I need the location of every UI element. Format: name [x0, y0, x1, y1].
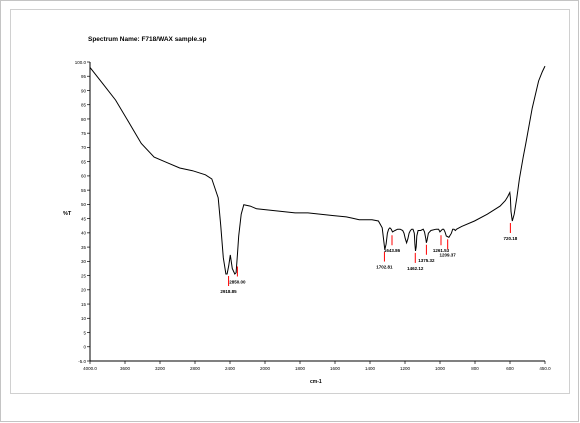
- y-tick-label: 90: [81, 88, 87, 93]
- axes: [89, 62, 545, 362]
- y-tick-label: 45: [81, 216, 87, 221]
- y-tick-label: 30: [81, 259, 87, 264]
- chart-title: Spectrum Name: F718/WAX sample.sp: [88, 36, 207, 43]
- peak-marker: 1209.37: [440, 239, 457, 257]
- x-tick-label: 1000: [435, 366, 446, 371]
- y-tick-label: 5: [83, 330, 86, 335]
- x-tick-label: 1400: [365, 366, 376, 371]
- x-tick-label: 600: [506, 366, 514, 371]
- peak-marker: 1462.12: [407, 252, 424, 271]
- peak-label: 1462.12: [407, 266, 424, 271]
- peak-label: 1643.86: [384, 248, 401, 253]
- x-tick-label: 3600: [120, 366, 131, 371]
- x-tick-label: 800: [471, 366, 479, 371]
- peak-label: 1375.32: [418, 258, 435, 263]
- y-tick-label: 35: [81, 245, 87, 250]
- y-tick-label: 20: [81, 288, 87, 293]
- x-tick-label: 450.0: [539, 366, 551, 371]
- y-axis-label: %T: [63, 211, 72, 217]
- y-tick-label: 10: [81, 316, 87, 321]
- chart-panel: [10, 9, 570, 394]
- y-tick-label: 25: [81, 273, 87, 278]
- y-tick-label: 0: [83, 345, 86, 350]
- x-tick-label: 1800: [295, 366, 306, 371]
- y-tick-label: 70: [81, 145, 87, 150]
- peak-marker: 720.18: [503, 223, 518, 241]
- peak-marker: 1702.81: [376, 251, 393, 270]
- x-tick-label: 2400: [225, 366, 236, 371]
- peak-label: 1702.81: [376, 265, 393, 270]
- x-tick-label: 1600: [330, 366, 341, 371]
- x-tick-label: 3200: [155, 366, 166, 371]
- peak-label: 1261.53: [433, 248, 450, 253]
- peak-markers: 2918.85 2850.00 1702.81 1643.86 1462.12 1375.…: [220, 223, 518, 294]
- peak-marker: 2850.00: [229, 266, 246, 285]
- peak-label: 1209.37: [440, 252, 457, 257]
- x-tick-labels: 4000.0 3600 3200 2800 2400 2000 1800 1600 1400 12…: [83, 361, 551, 371]
- y-tick-labels: 100.095908580757065605550454035302520151…: [75, 60, 90, 364]
- y-tick-label: 60: [81, 174, 87, 179]
- x-tick-label: 2000: [260, 366, 271, 371]
- spectrum-line: [89, 65, 546, 275]
- y-tick-label: 40: [81, 231, 87, 236]
- x-tick-label: 2800: [190, 366, 201, 371]
- peak-marker: 1375.32: [418, 244, 435, 263]
- peak-label: 2850.00: [229, 280, 246, 285]
- y-tick-label: 55: [81, 188, 87, 193]
- y-tick-label: -5.0: [78, 359, 86, 364]
- x-tick-label: 1200: [400, 366, 411, 371]
- y-tick-label: 95: [81, 74, 87, 79]
- x-axis-label: cm-1: [310, 379, 322, 385]
- y-tick-label: 50: [81, 202, 87, 207]
- peak-marker: 1261.53: [433, 235, 450, 253]
- y-tick-label: 15: [81, 302, 87, 307]
- peak-label: 720.18: [503, 236, 517, 241]
- peak-marker: 1643.86: [384, 235, 401, 253]
- y-tick-label: 65: [81, 159, 87, 164]
- peak-marker: 2918.85: [220, 276, 237, 294]
- y-tick-label: 85: [81, 103, 87, 108]
- x-tick-label: 4000.0: [83, 366, 97, 371]
- y-tick-label: 100.0: [75, 60, 87, 65]
- y-tick-label: 75: [81, 131, 87, 136]
- y-tick-label: 80: [81, 117, 87, 122]
- peak-label: 2918.85: [220, 289, 237, 294]
